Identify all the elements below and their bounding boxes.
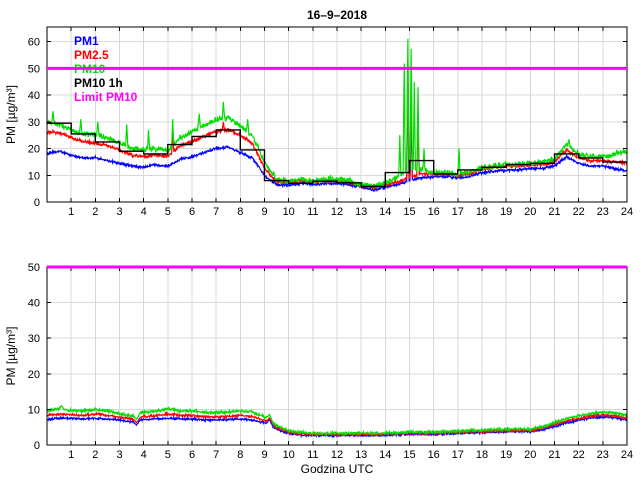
x-tick-label: 17: [452, 449, 464, 461]
y-tick-label: 30: [28, 333, 40, 345]
x-tick-label: 16: [428, 206, 440, 218]
chart-bottom: 1 2 3 4 5 6 7 8 9 10 11 12 13 14 15 16 17 18 19 20 21 22 23 240…: [28, 262, 633, 461]
x-tick-label: 8: [237, 206, 243, 218]
x-tick-label: 11: [307, 449, 318, 461]
x-tick-label: 22: [573, 206, 585, 218]
y-tick-label: 10: [28, 170, 40, 182]
x-tick-label: 9: [261, 206, 267, 218]
x-tick-label: 24: [621, 449, 633, 461]
limit-lines-layer: [47, 66, 627, 269]
x-tick-label: 11: [307, 206, 318, 218]
x-tick-label: 21: [548, 449, 560, 461]
x-tick-label: 7: [213, 206, 219, 218]
x-tick-label: 1: [68, 206, 74, 218]
x-tick-label: 19: [500, 449, 512, 461]
y-tick-label: 0: [34, 440, 40, 452]
x-tick-label: 21: [548, 206, 560, 218]
x-tick-label: 5: [165, 206, 171, 218]
x-tick-label: 20: [524, 206, 536, 218]
x-tick-label: 18: [476, 449, 488, 461]
x-tick-label: 10: [283, 449, 295, 461]
x-tick-label: 19: [500, 206, 512, 218]
x-tick-label: 13: [355, 206, 367, 218]
x-tick-label: 1: [68, 449, 74, 461]
y-tick-label: 20: [28, 144, 40, 156]
legend-item-pm10-1h: PM10 1h: [74, 76, 123, 90]
x-tick-label: 12: [331, 206, 343, 218]
x-tick-label: 14: [379, 206, 391, 218]
y-tick-label: 0: [34, 197, 40, 209]
chart-top: 1 2 3 4 5 6 7 8 9 10 11 12 13 14 15 16 17 18 19 20 21 22 23 240…: [28, 26, 633, 218]
y-tick-label: 20: [28, 369, 40, 381]
y-tick-label: 50: [28, 262, 40, 274]
x-tick-label: 9: [261, 449, 267, 461]
series-pm10-1h: [47, 122, 627, 188]
x-tick-label: 2: [92, 449, 98, 461]
x-tick-label: 23: [597, 449, 609, 461]
x-tick-label: 7: [213, 449, 219, 461]
series-pm10: [47, 38, 627, 189]
x-tick-label: 8: [237, 449, 243, 461]
x-tick-label: 23: [597, 206, 609, 218]
series-pm10: [47, 404, 627, 437]
x-tick-label: 13: [355, 449, 367, 461]
x-tick-label: 3: [116, 449, 122, 461]
x-tick-label: 18: [476, 206, 488, 218]
x-tick-label: 3: [116, 206, 122, 218]
x-tick-label: 20: [524, 449, 536, 461]
x-tick-label: 17: [452, 206, 464, 218]
x-tick-label: 4: [141, 206, 147, 218]
bottom-x-axis-label: Godzina UTC: [301, 462, 374, 476]
y-tick-label: 40: [28, 90, 40, 102]
top-y-axis-label: PM [µg/m³]: [4, 85, 18, 144]
legend-item-limit-pm10: Limit PM10: [74, 90, 138, 104]
y-tick-label: 40: [28, 298, 40, 310]
bottom-y-axis-label: PM [µg/m³]: [4, 327, 18, 386]
x-tick-label: 15: [403, 449, 415, 461]
charts-layer: 1 2 3 4 5 6 7 8 9 10 11 12 13 14 15 16 17 18 19 20 21 22 23 240…: [28, 26, 633, 461]
x-tick-label: 14: [379, 449, 391, 461]
x-tick-label: 5: [165, 449, 171, 461]
x-tick-label: 2: [92, 206, 98, 218]
x-tick-label: 4: [141, 449, 147, 461]
x-tick-label: 10: [283, 206, 295, 218]
x-tick-label: 12: [331, 449, 343, 461]
y-tick-label: 30: [28, 117, 40, 129]
x-tick-label: 6: [189, 449, 195, 461]
y-tick-label: 50: [28, 63, 40, 75]
x-tick-label: 15: [403, 206, 415, 218]
legend-item-pm25: PM2.5: [74, 48, 109, 62]
x-tick-label: 6: [189, 206, 195, 218]
legend-item-pm1: PM1: [74, 34, 99, 48]
chart-title: 16–9–2018: [307, 8, 367, 22]
legend: PM1 PM2.5 PM10 PM10 1h Limit PM10: [74, 34, 138, 104]
y-tick-label: 60: [28, 37, 40, 49]
y-tick-label: 10: [28, 404, 40, 416]
x-tick-label: 22: [573, 449, 585, 461]
x-tick-label: 16: [428, 449, 440, 461]
x-tick-label: 24: [621, 206, 633, 218]
